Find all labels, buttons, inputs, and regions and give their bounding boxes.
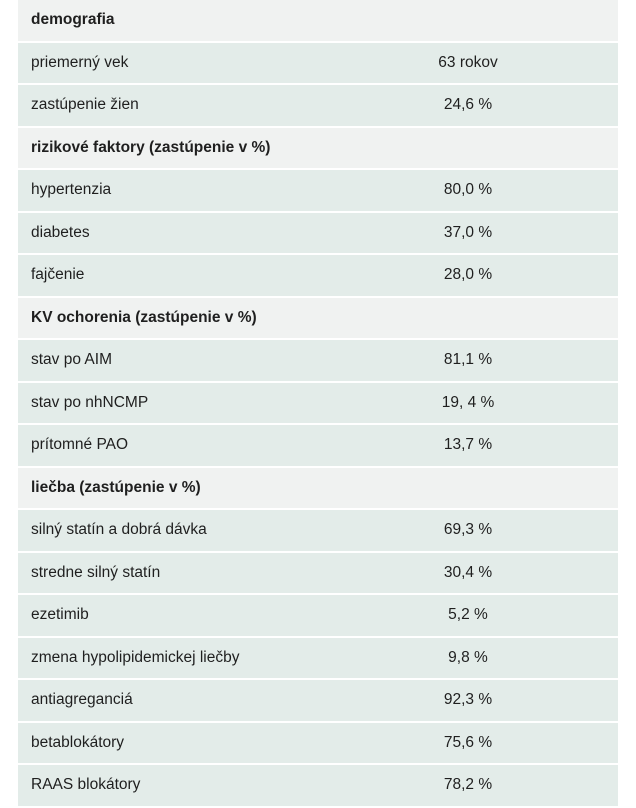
row-label: stredne silný statín	[18, 551, 318, 595]
table-row: hypertenzia 80,0 %	[18, 169, 618, 213]
section-title: rizikové faktory (zastúpenie v %)	[18, 126, 618, 170]
row-value: 63 rokov	[318, 41, 618, 85]
row-label: zmena hypolipidemickej liečby	[18, 636, 318, 680]
patient-characteristics-table: demografia priemerný vek 63 rokov zastúpeni…	[18, 0, 618, 808]
row-value: 24,6 %	[318, 84, 618, 128]
row-value: 69,3 %	[318, 509, 618, 553]
row-label: stav po nhNCMP	[18, 381, 318, 425]
table-row: silný statín a dobrá dávka 69,3 %	[18, 509, 618, 553]
section-header-row: KV ochorenia (zastúpenie v %)	[18, 296, 618, 340]
row-value: 5,2 %	[318, 594, 618, 638]
row-label: silný statín a dobrá dávka	[18, 509, 318, 553]
table-row: prítomné PAO 13,7 %	[18, 424, 618, 468]
row-value: 80,0 %	[318, 169, 618, 213]
row-label: zastúpenie žien	[18, 84, 318, 128]
section-header-row: liečba (zastúpenie v %)	[18, 466, 618, 510]
table-row: stav po nhNCMP 19, 4 %	[18, 381, 618, 425]
table-row: zastúpenie žien 24,6 %	[18, 84, 618, 128]
row-value: 28,0 %	[318, 254, 618, 298]
row-label: prítomné PAO	[18, 424, 318, 468]
table-row: diabetes 37,0 %	[18, 211, 618, 255]
row-value: 75,6 %	[318, 721, 618, 765]
data-table: demografia priemerný vek 63 rokov zastúpeni…	[18, 0, 618, 808]
table-row: antiagreganciá 92,3 %	[18, 679, 618, 723]
row-value: 92,3 %	[318, 679, 618, 723]
row-value: 9,8 %	[318, 636, 618, 680]
table-body: demografia priemerný vek 63 rokov zastúpeni…	[18, 0, 618, 808]
table-row: priemerný vek 63 rokov	[18, 41, 618, 85]
row-value: 37,0 %	[318, 211, 618, 255]
row-label: antiagreganciá	[18, 679, 318, 723]
row-value: 13,7 %	[318, 424, 618, 468]
table-row: ezetimib 5,2 %	[18, 594, 618, 638]
table-row: zmena hypolipidemickej liečby 9,8 %	[18, 636, 618, 680]
table-row: RAAS blokátory 78,2 %	[18, 764, 618, 808]
table-row: fajčenie 28,0 %	[18, 254, 618, 298]
row-value: 30,4 %	[318, 551, 618, 595]
row-label: betablokátory	[18, 721, 318, 765]
section-title: KV ochorenia (zastúpenie v %)	[18, 296, 618, 340]
table-row: stredne silný statín 30,4 %	[18, 551, 618, 595]
row-label: hypertenzia	[18, 169, 318, 213]
table-row: stav po AIM 81,1 %	[18, 339, 618, 383]
row-label: ezetimib	[18, 594, 318, 638]
section-header-row: rizikové faktory (zastúpenie v %)	[18, 126, 618, 170]
table-row: betablokátory 75,6 %	[18, 721, 618, 765]
section-title: demografia	[18, 0, 618, 43]
section-header-row: demografia	[18, 0, 618, 43]
row-label: RAAS blokátory	[18, 764, 318, 808]
row-label: diabetes	[18, 211, 318, 255]
section-title: liečba (zastúpenie v %)	[18, 466, 618, 510]
row-label: stav po AIM	[18, 339, 318, 383]
row-value: 19, 4 %	[318, 381, 618, 425]
row-label: fajčenie	[18, 254, 318, 298]
row-label: priemerný vek	[18, 41, 318, 85]
row-value: 81,1 %	[318, 339, 618, 383]
row-value: 78,2 %	[318, 764, 618, 808]
